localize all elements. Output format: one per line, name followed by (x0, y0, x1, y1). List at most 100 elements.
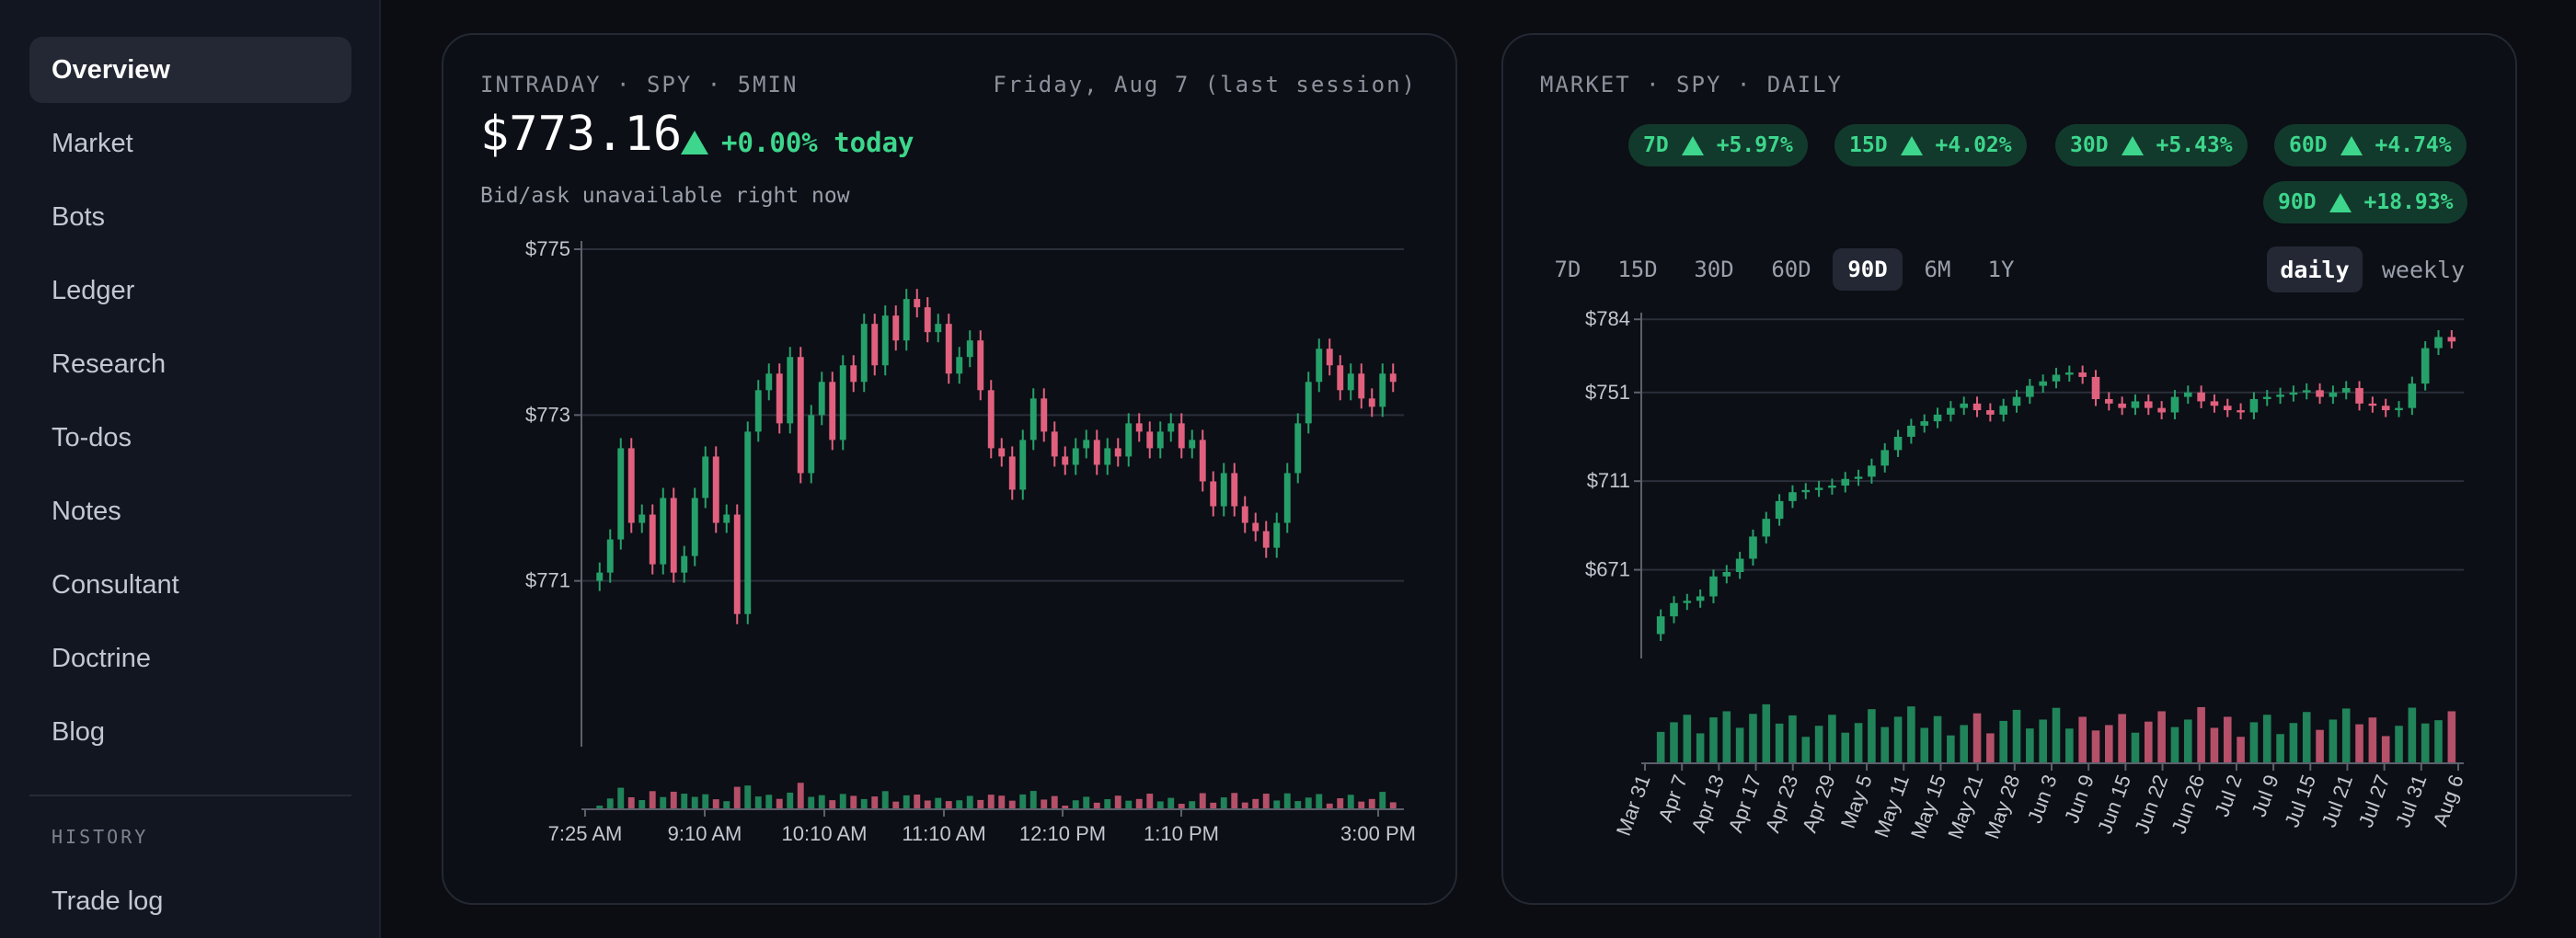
sidebar-item-overview[interactable]: Overview (29, 37, 351, 103)
candle (892, 315, 900, 341)
candle (1252, 522, 1259, 532)
volume-bar (1337, 798, 1344, 809)
volume-bar (1368, 798, 1375, 809)
candle (945, 324, 952, 374)
volume-bar (776, 798, 783, 809)
pill-value: +4.74% (2375, 133, 2452, 157)
volume-bar (966, 795, 973, 809)
volume-bar (1041, 799, 1048, 809)
volume-bar (998, 795, 1006, 809)
candle (660, 498, 667, 565)
y-tick-label: $771 (525, 569, 570, 592)
candle (606, 539, 614, 573)
sidebar-item-blog[interactable]: Blog (52, 716, 106, 747)
volume-bar (627, 796, 635, 809)
candle (1326, 349, 1333, 366)
candle (1083, 440, 1090, 449)
x-tick-label: 11:10 AM (902, 822, 985, 845)
candle (681, 555, 688, 573)
sidebar-item-to-dos[interactable]: To-dos (52, 422, 132, 452)
candle (860, 324, 868, 383)
candle (881, 315, 889, 366)
volume-bar (1220, 797, 1227, 809)
candle (1294, 423, 1302, 474)
candle (956, 357, 963, 374)
pill-period: 60D (2289, 133, 2328, 157)
volume-bar (881, 791, 889, 809)
volume-bar (670, 791, 677, 809)
volume-bar (723, 801, 730, 809)
x-tick-label: 3:00 PM (1340, 822, 1416, 845)
candle (1125, 423, 1133, 457)
volume-bar (1294, 801, 1302, 809)
candle (1041, 398, 1048, 432)
range-button-1y[interactable]: 1Y (1987, 257, 2015, 282)
intraday-label: INTRADAY · SPY · 5MIN (480, 72, 799, 97)
volume-bar (596, 806, 604, 809)
volume-bar (1358, 801, 1365, 809)
volume-bar (712, 799, 719, 809)
candle (1008, 456, 1016, 490)
volume-bar (1146, 794, 1154, 809)
pill-value: +5.43% (2156, 133, 2233, 157)
sidebar-item-doctrine[interactable]: Doctrine (52, 643, 151, 673)
candle (765, 373, 773, 391)
up-arrow-icon (2121, 135, 2144, 155)
volume-bar (1178, 804, 1185, 809)
candle (1199, 440, 1206, 482)
volume-bar (1072, 800, 1079, 809)
range-button-15d[interactable]: 15D (1617, 257, 1658, 282)
candle (998, 448, 1006, 457)
candle (829, 382, 836, 440)
candle (1093, 440, 1100, 465)
volume-bar (892, 801, 900, 809)
range-button-30d[interactable]: 30D (1694, 257, 1734, 282)
interval-toggle-daily[interactable]: daily (2267, 246, 2363, 292)
candle (1019, 440, 1027, 490)
volume-bar (945, 801, 952, 809)
sidebar-item-market[interactable]: Market (52, 128, 133, 158)
candle (744, 431, 752, 614)
range-button-60d[interactable]: 60D (1771, 257, 1811, 282)
volume-bar (1189, 801, 1196, 809)
y-tick-label: $773 (525, 403, 570, 426)
volume-bar (1199, 793, 1206, 809)
sidebar-item-ledger[interactable]: Ledger (52, 275, 135, 305)
volume-bar (744, 785, 752, 809)
intraday-change-value: +0.00% today (721, 127, 914, 158)
sidebar-item-research[interactable]: Research (52, 349, 167, 379)
volume-bar (1051, 795, 1058, 809)
volume-bar (1283, 793, 1291, 809)
volume-bar (1389, 802, 1397, 809)
performance-pill-15d: 15D +4.02% (1834, 124, 2027, 166)
market-label: MARKET · SPY · DAILY (1540, 72, 1843, 97)
volume-bar (765, 795, 773, 809)
range-button-90d[interactable]: 90D (1833, 248, 1903, 291)
sidebar-item-notes[interactable]: Notes (52, 496, 121, 526)
volume-bar (1135, 798, 1143, 809)
intraday-subtitle: Bid/ask unavailable right now (480, 184, 850, 208)
volume-bar (1114, 795, 1121, 809)
volume-bar (1062, 806, 1069, 809)
interval-toggle-weekly[interactable]: weekly (2381, 256, 2466, 283)
sidebar-item-consultant[interactable]: Consultant (52, 569, 179, 600)
candle (1146, 431, 1154, 449)
sidebar-item-trade-log[interactable]: Trade log (52, 886, 164, 916)
x-tick-label: 10:10 AM (782, 822, 868, 845)
x-tick-label: 12:10 PM (1019, 822, 1106, 845)
candle (1389, 373, 1397, 383)
range-button-6m[interactable]: 6M (1924, 257, 1951, 282)
x-tick-label: 1:10 PM (1144, 822, 1219, 845)
candle (776, 373, 783, 424)
intraday-change: +0.00% today (681, 127, 914, 158)
candle (1262, 531, 1270, 548)
sidebar-divider (29, 795, 351, 796)
volume-bar (987, 795, 995, 809)
range-button-7d[interactable]: 7D (1554, 257, 1581, 282)
pill-value: +18.93% (2363, 190, 2454, 214)
volume-bar (935, 797, 942, 809)
up-arrow-icon (681, 131, 708, 154)
sidebar-item-bots[interactable]: Bots (52, 201, 106, 232)
volume-bar (1210, 802, 1217, 809)
candle (1368, 398, 1375, 407)
